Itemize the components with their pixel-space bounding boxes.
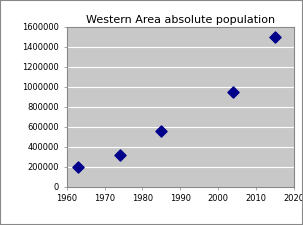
Point (117, 154, 122, 157)
Point (159, 130, 164, 133)
Point (231, 90, 236, 94)
Point (273, 35, 278, 39)
Title: Western Area absolute population: Western Area absolute population (86, 15, 275, 25)
Point (76, 165, 81, 169)
